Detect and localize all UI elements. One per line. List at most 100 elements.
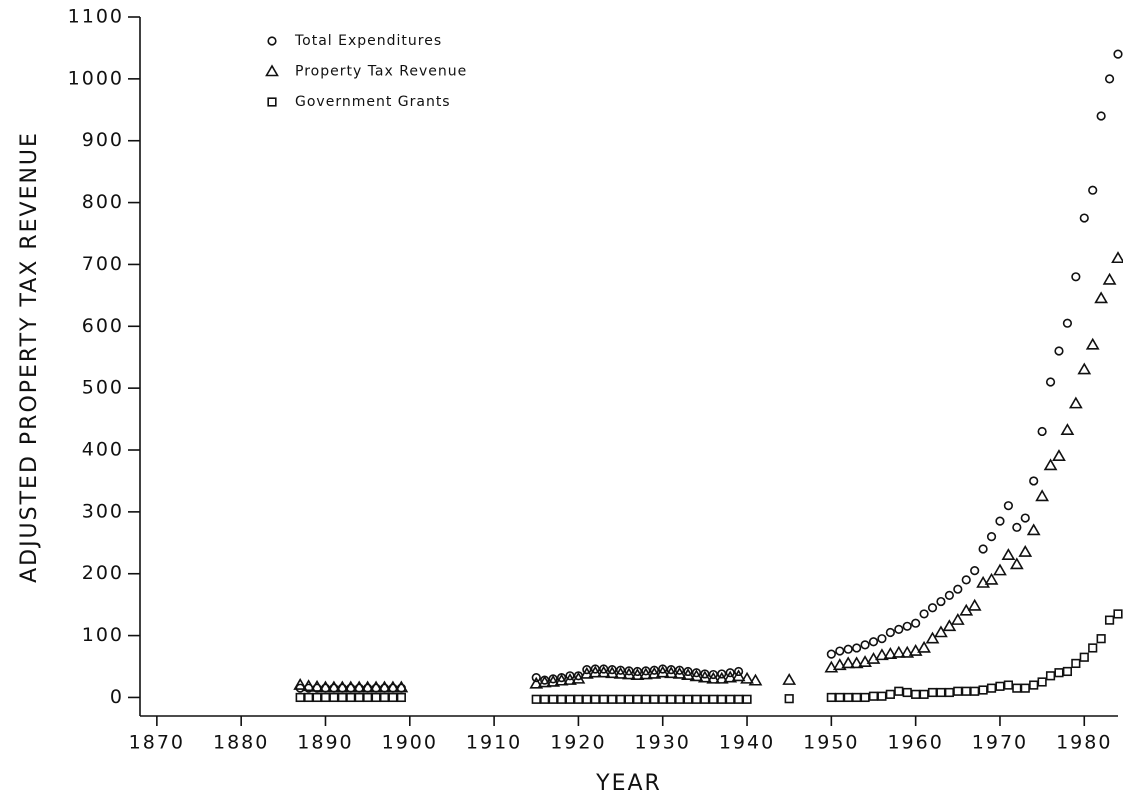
x-tick-label: 1890 <box>297 732 353 754</box>
y-tick-label: 500 <box>82 377 124 399</box>
point <box>575 695 583 703</box>
point <box>1089 186 1097 194</box>
x-tick-label: 1940 <box>719 732 775 754</box>
x-tick-label: 1980 <box>1056 732 1112 754</box>
y-tick-label: 400 <box>82 439 124 461</box>
point <box>903 689 911 697</box>
point <box>1021 684 1029 692</box>
y-tick-label: 0 <box>110 686 124 708</box>
point <box>954 687 962 695</box>
point <box>313 694 321 702</box>
point <box>1114 610 1122 618</box>
point <box>836 647 844 655</box>
point <box>1087 339 1098 349</box>
point <box>1080 653 1088 661</box>
x-tick-label: 1880 <box>213 732 269 754</box>
point <box>1064 668 1072 676</box>
point <box>1106 75 1114 83</box>
point <box>591 695 599 703</box>
point <box>1030 477 1038 485</box>
point <box>946 689 954 697</box>
point <box>634 695 642 703</box>
point <box>844 645 852 653</box>
y-tick-label: 600 <box>82 315 124 337</box>
legend-marker <box>267 66 278 76</box>
x-tick-label: 1900 <box>382 732 438 754</box>
point <box>1106 616 1114 624</box>
point <box>994 565 1005 575</box>
point <box>625 695 633 703</box>
point <box>988 533 996 541</box>
point <box>878 692 886 700</box>
point <box>1062 425 1073 435</box>
x-axis-label: YEAR <box>595 771 662 796</box>
point <box>952 615 963 625</box>
point <box>541 695 549 703</box>
point <box>743 695 751 703</box>
point <box>887 691 895 699</box>
point <box>339 694 347 702</box>
point <box>1114 50 1122 58</box>
point <box>650 695 658 703</box>
point <box>937 598 945 606</box>
point <box>1005 681 1013 689</box>
x-tick-label: 1920 <box>550 732 606 754</box>
point <box>1064 319 1072 327</box>
point <box>929 689 937 697</box>
point <box>398 694 406 702</box>
y-tick-label: 1000 <box>68 67 124 89</box>
point <box>954 585 962 593</box>
point <box>979 545 987 553</box>
point <box>946 592 954 600</box>
point <box>861 694 869 702</box>
point <box>1053 451 1064 461</box>
point <box>1013 524 1021 532</box>
point <box>608 695 616 703</box>
point <box>969 600 980 610</box>
point <box>912 691 920 699</box>
point <box>659 695 667 703</box>
y-tick-label: 200 <box>82 562 124 584</box>
point <box>971 687 979 695</box>
point <box>1072 273 1080 281</box>
point <box>1013 684 1021 692</box>
point <box>988 684 996 692</box>
point <box>1038 428 1046 436</box>
point <box>676 695 684 703</box>
point <box>1104 274 1115 284</box>
point <box>912 619 920 627</box>
y-tick-label: 700 <box>82 253 124 275</box>
point <box>986 574 997 584</box>
point <box>962 576 970 584</box>
point <box>1021 514 1029 522</box>
point <box>330 694 338 702</box>
point <box>887 629 895 637</box>
point <box>895 626 903 634</box>
point <box>1097 635 1105 643</box>
point <box>667 695 675 703</box>
point <box>1047 672 1055 680</box>
x-tick-label: 1950 <box>803 732 859 754</box>
point <box>347 694 355 702</box>
point <box>1080 214 1088 222</box>
y-tick-label: 100 <box>82 624 124 646</box>
point <box>1011 559 1022 569</box>
point <box>322 694 330 702</box>
x-tick-label: 1960 <box>887 732 943 754</box>
point <box>617 695 625 703</box>
point <box>962 687 970 695</box>
point <box>836 694 844 702</box>
legend-marker <box>268 37 276 45</box>
point <box>920 610 928 618</box>
point <box>996 517 1004 525</box>
point <box>558 695 566 703</box>
point <box>1089 644 1097 652</box>
point <box>903 623 911 631</box>
point <box>364 694 372 702</box>
point <box>937 689 945 697</box>
point <box>1079 364 1090 374</box>
point <box>296 694 304 702</box>
point <box>785 695 793 703</box>
point <box>1055 669 1063 677</box>
